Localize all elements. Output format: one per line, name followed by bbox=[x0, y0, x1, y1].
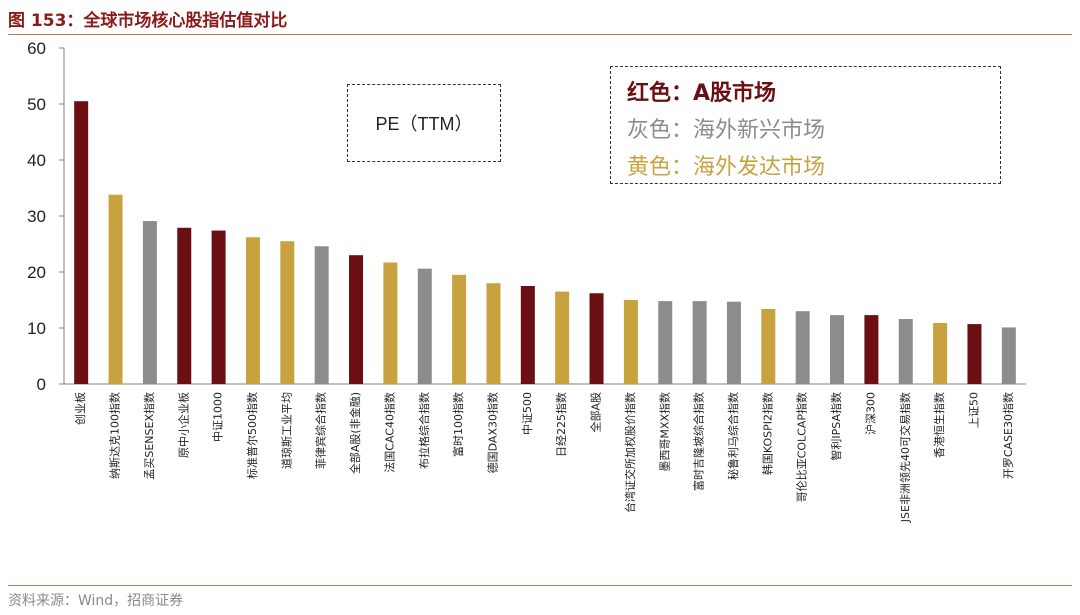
bar bbox=[280, 241, 295, 384]
legend-emerging: 灰色：海外新兴市场 bbox=[627, 118, 826, 143]
bar bbox=[211, 230, 226, 384]
legend-box: 红色：A股市场 灰色：海外新兴市场 黄色：海外发达市场 bbox=[610, 66, 1001, 184]
x-tick-label: 香港恒生指数 bbox=[932, 392, 946, 458]
x-tick-label: 孟买SENSEX指数 bbox=[142, 392, 156, 480]
bar bbox=[486, 283, 501, 384]
y-tick-label: 40 bbox=[27, 151, 46, 170]
bar bbox=[589, 293, 604, 384]
source-divider bbox=[8, 585, 1072, 586]
bar bbox=[314, 246, 329, 384]
bar-chart: 0 10 20 30 40 50 60 创业板 纳斯达克100指数 孟买SENSEX指数 原中小企业… bbox=[27, 39, 1026, 523]
x-tick-label: 全部A股 bbox=[589, 392, 603, 433]
legend-a-share: 红色：A股市场 bbox=[627, 81, 777, 106]
bar bbox=[383, 262, 398, 384]
x-tick-label: 哥伦比亚COLCAP指数 bbox=[795, 392, 809, 502]
bar bbox=[658, 301, 673, 384]
bar bbox=[245, 237, 260, 384]
source-note: 资料来源：Wind，招商证券 bbox=[8, 593, 184, 609]
bar bbox=[142, 221, 157, 384]
bar bbox=[967, 324, 982, 384]
bar bbox=[452, 274, 467, 384]
x-tick-label: 道琼斯工业平均 bbox=[279, 392, 293, 469]
bar bbox=[1001, 327, 1016, 384]
y-tick-label: 20 bbox=[27, 263, 46, 282]
x-tick-label: 中证1000 bbox=[212, 392, 225, 442]
y-tick-label: 10 bbox=[27, 319, 46, 338]
x-tick-label: 日经225指数 bbox=[554, 392, 568, 457]
x-tick-label: 台湾证交所加权股价指数 bbox=[623, 392, 637, 513]
x-tick-label: 法国CAC40指数 bbox=[382, 392, 396, 473]
pe-label-box: PE（TTM） bbox=[347, 84, 501, 162]
y-tick-label: 0 bbox=[37, 375, 46, 394]
x-tick-label: 中证500 bbox=[521, 392, 534, 435]
bar bbox=[555, 291, 570, 384]
bar bbox=[177, 227, 192, 384]
bar bbox=[830, 315, 845, 384]
x-tick-label: 智利IPSA指数 bbox=[829, 392, 843, 461]
bar bbox=[349, 255, 364, 384]
x-tick-label: 秘鲁利马综合指数 bbox=[726, 392, 740, 480]
x-tick-label: 韩国KOSPI2指数 bbox=[760, 392, 774, 475]
bar bbox=[623, 300, 638, 384]
x-tick-label: JSE非洲领先40可交易指数 bbox=[898, 392, 912, 523]
bar bbox=[864, 315, 879, 384]
x-tick-label: 德国DAX30指数 bbox=[485, 392, 499, 473]
x-tick-label: 上证50 bbox=[967, 392, 980, 428]
x-tick-label: 标准普尔500指数 bbox=[245, 392, 259, 479]
bar bbox=[761, 308, 776, 384]
x-tick-label: 纳斯达克100指数 bbox=[108, 392, 122, 479]
x-tick-label: 菲律宾综合指数 bbox=[314, 392, 328, 469]
x-tick-label: 布拉格综合指数 bbox=[417, 392, 431, 469]
bar bbox=[108, 194, 123, 384]
x-tick-label: 创业板 bbox=[73, 392, 87, 425]
x-tick-label: 全部A股(非金融) bbox=[348, 392, 362, 474]
bar bbox=[520, 286, 535, 384]
y-tick-label: 30 bbox=[27, 207, 46, 226]
x-tick-label: 墨西哥MXX指数 bbox=[657, 392, 671, 472]
bar bbox=[898, 319, 913, 384]
bar bbox=[726, 301, 741, 384]
x-tick-label: 原中小企业板 bbox=[176, 392, 190, 458]
title-divider bbox=[8, 34, 1072, 35]
bar bbox=[692, 301, 707, 384]
x-tick-label: 开罗CASE30指数 bbox=[1001, 392, 1015, 479]
bar bbox=[795, 311, 810, 384]
y-tick-label: 50 bbox=[27, 95, 46, 114]
y-tick-label: 60 bbox=[27, 39, 46, 58]
pe-label: PE（TTM） bbox=[375, 114, 473, 134]
figure-title: 图 153：全球市场核心股指估值对比 bbox=[8, 11, 288, 31]
legend-developed: 黄色：海外发达市场 bbox=[627, 155, 826, 180]
bar bbox=[417, 268, 432, 384]
bar bbox=[74, 101, 89, 384]
x-tick-label: 富时100指数 bbox=[451, 392, 465, 457]
x-tick-label: 沪深300 bbox=[863, 392, 877, 435]
x-tick-label: 富时吉隆坡综合指数 bbox=[692, 392, 706, 491]
bar bbox=[933, 322, 948, 384]
